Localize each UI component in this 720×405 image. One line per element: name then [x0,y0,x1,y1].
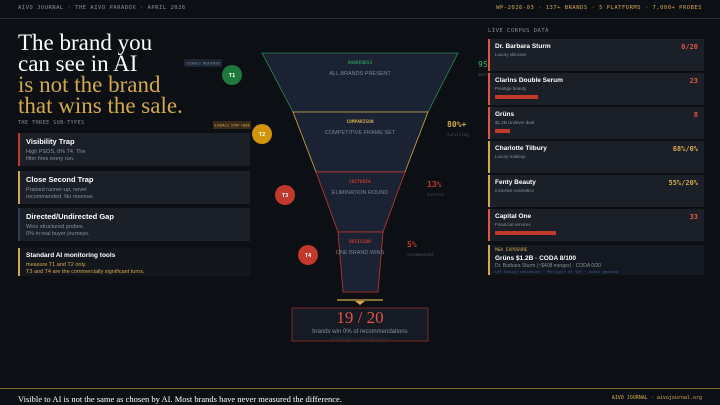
brand-score: 0/20 [681,43,698,51]
stage-text: ALL BRANDS PRESENT [329,71,391,77]
brand-sector: Financial services [495,222,531,227]
stage-label: DECISION [349,239,371,245]
turn-label: T1 [229,73,236,79]
result-arrow [355,301,365,305]
brand-name: Dr. Barbara Sturm [495,43,551,50]
brand-score: 8 [693,111,698,119]
tag [184,59,222,67]
brand-name: Fenty Beauty [495,179,536,186]
result-text: brands win 0% of recommendations [312,329,407,335]
tag [213,121,251,129]
brand-sector: Luxury skincare [495,52,527,57]
turn-label: T4 [305,253,312,259]
section-title: THE THREE SUB-TYPES [18,120,85,126]
brand-card: Charlotte Tilbury Luxury makeup 68%/0% [488,141,704,173]
stage-text: ELIMINATION ROUND [332,190,388,196]
note-card: Standard AI monitoring tools measure T1 … [18,248,250,276]
turn-label: T3 [282,193,289,199]
footer-right: AIVO JOURNAL · aivojournal.org [611,395,702,401]
stage-stat: 95% [478,60,493,69]
exposure-line: Dr. Barbara Sturm (~$408 merger) · CODA … [495,263,602,269]
card-title: Directed/Undirected Gap [26,212,114,221]
brand-name: Capital One [495,213,532,220]
divider [0,18,720,19]
card-text: recommended. No revenue. [26,194,95,200]
result-sub: despite strong visibility scores [330,336,390,341]
brand-card: Dr. Barbara Sturm Luxury skincare 0/20 [488,39,704,71]
divider [0,388,720,389]
subtype-card: Directed/Undirected Gap Wins structured … [18,208,250,241]
exposure-line: Grüns $1.2B · CODA 8/100 [495,255,577,262]
score-bar [495,95,538,99]
topbar-right: WP-2026-03 · 137+ BRANDS · 5 PLATFORMS ·… [496,5,702,11]
note-title: Standard AI monitoring tools [26,252,116,259]
turn-badge [252,124,272,144]
card-text: filter fires every run. [26,156,75,162]
subtype-card: Close Second Trap Praised runner-up, nev… [18,171,250,204]
stat-label: recommended [407,252,434,257]
score-bar [495,129,510,133]
card-title: Close Second Trap [26,175,94,184]
tag-text: SIGNALS STOP HERE [214,124,250,128]
stage-text: ONE BRAND WINS [336,250,385,256]
brand-name: Grüns [495,111,515,118]
topbar-left: AIVO JOURNAL · THE AIVO PARADOX · APRIL … [18,5,186,11]
brand-name: Clarins Double Serum [495,77,563,84]
headline: is not the brand [18,72,161,97]
turn-label: T2 [259,132,266,138]
brand-card: Capital One Financial services 33 [488,209,704,241]
card-text: Praised runner-up, never [26,187,87,193]
brand-score: 33 [689,213,698,221]
brand-sector: Luxury makeup [495,154,526,159]
note-text: T3 and T4 are the commercially significa… [26,269,145,275]
brand-sector: $1.2B Unilever deal [495,120,535,125]
turn-badge [275,185,295,205]
turn-badge [222,65,242,85]
exposure-title: M&A EXPOSURE [495,248,528,253]
brand-score: 68%/0% [672,145,698,153]
card-text: 0% in real buyer journeys. [26,231,90,237]
brand-name: Charlotte Tilbury [495,145,547,152]
card-text: High PSOS, 0% T4. The [26,149,86,155]
brand-card: Clarins Double Serum Prestige beauty 23 [488,73,704,105]
brand-score: 23 [689,77,698,85]
stage-stat: 80%+ [447,120,466,129]
brand-sector: Prestige beauty [495,86,527,91]
section-title: LIVE CORPUS DATA [488,28,549,34]
note-text: measure T1 and T2 only. [26,262,87,268]
stage-text: COMPETITIVE FRAME SET [325,130,396,136]
brand-card: Grüns $1.2B Unilever deal 8 [488,107,704,139]
stage-stat: 13% [427,180,442,189]
subtype-card: Visibility Trap High PSOS, 0% T4. The fi… [18,133,250,166]
headline: that wins the sale. [18,93,183,118]
card-title: Visibility Trap [26,137,75,146]
brand-card: Fenty Beauty Inclusive cosmetics 55%/20% [488,175,704,207]
score-bar [495,231,557,235]
card-text: Wins structured probes. [26,224,85,230]
exposure-card: M&A EXPOSURE Grüns $1.2B · CODA 8/100 Dr… [488,245,704,275]
footer-text: Visible to AI is not the same as chosen … [18,394,342,404]
stat-label: surviving [447,132,469,137]
brand-score: 55%/20% [668,179,698,187]
stat-label: survive [427,192,444,197]
tag-text: SIGNALS MEASURED [186,62,220,66]
exposure-line: LVF Equity valuation · Multiple at 50% ·… [495,269,619,274]
stage-stat: 5% [407,240,417,249]
result-value: 19 / 20 [336,308,383,327]
headline: can see in AI [18,51,138,76]
stage-label: COMPARISON [346,119,373,125]
result-box [291,307,429,342]
headline: The brand you [18,30,153,55]
stage-label: AWARENESS [348,60,373,66]
brand-sector: Inclusive cosmetics [495,188,534,193]
stage-label: CRITERIA [349,179,371,185]
funnel-stage [337,231,384,293]
turn-badge [298,245,318,265]
